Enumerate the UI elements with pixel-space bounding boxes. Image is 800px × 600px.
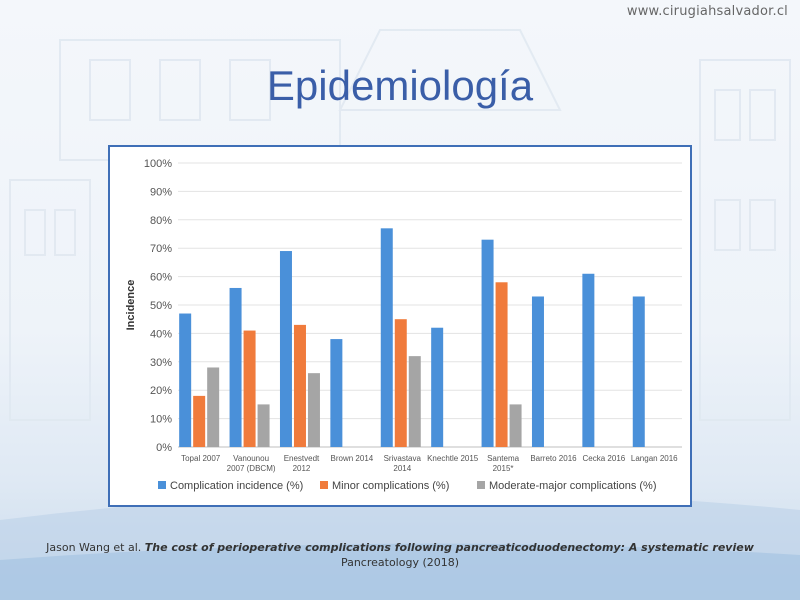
bar-complication-incidence <box>582 273 595 447</box>
legend-label: Complication incidence (%) <box>170 480 303 492</box>
bar-minor-complications <box>495 282 508 447</box>
bar-minor-complications <box>193 395 206 447</box>
y-tick-label: 80% <box>150 215 172 227</box>
legend-swatch <box>320 481 328 489</box>
bar-moderate-major-complications <box>408 356 421 447</box>
citation-article-title: The cost of perioperative complications … <box>144 541 754 554</box>
bar-minor-complications <box>293 324 306 447</box>
bar-moderate-major-complications <box>207 367 220 447</box>
x-tick-label: Knechtle 2015 <box>427 454 479 463</box>
bar-complication-incidence <box>431 327 444 447</box>
bar-moderate-major-complications <box>257 404 270 447</box>
x-tick-label: Santema <box>487 454 520 463</box>
chart-frame: 0% 10% 20% 30% 40% 50% 60% 70% 80% 90% 100% Inciden… <box>108 145 692 507</box>
x-tick-label: Brown 2014 <box>331 454 374 463</box>
y-tick-label: 100% <box>144 158 172 170</box>
y-tick-label: 20% <box>150 385 172 397</box>
y-tick-label: 70% <box>150 243 172 255</box>
y-tick-label: 60% <box>150 272 172 284</box>
x-tick-label: Cecka 2016 <box>583 454 626 463</box>
bar-minor-complications <box>243 330 256 447</box>
y-tick-label: 30% <box>150 357 172 369</box>
y-tick-label: 90% <box>150 186 172 198</box>
bar-complication-incidence <box>330 339 343 447</box>
legend-label: Moderate-major complications (%) <box>489 480 657 492</box>
x-tick-label: Vanounou <box>233 454 269 463</box>
bar-moderate-major-complications <box>307 373 320 447</box>
x-tick-label: Topal 2007 <box>181 454 221 463</box>
bar-complication-incidence <box>179 313 192 447</box>
bar-complication-incidence <box>229 287 242 447</box>
y-tick-label: 50% <box>150 300 172 312</box>
legend-label: Minor complications (%) <box>332 480 449 492</box>
legend-swatch <box>477 481 485 489</box>
citation: Jason Wang et al. The cost of perioperat… <box>0 541 800 554</box>
y-tick-label: 40% <box>150 328 172 340</box>
x-tick-label: Barreto 2016 <box>530 454 577 463</box>
x-tick-label: 2015* <box>493 464 514 473</box>
bar-complication-incidence <box>380 228 393 447</box>
slide-title: Epidemiología <box>266 62 534 109</box>
citation-authors: Jason Wang et al. <box>46 541 145 554</box>
x-tick-label: 2014 <box>393 464 411 473</box>
bar-complication-incidence <box>279 251 292 447</box>
bar-chart: 0% 10% 20% 30% 40% 50% 60% 70% 80% 90% 100% Inciden… <box>125 158 682 492</box>
y-tick-label: 10% <box>150 414 172 426</box>
y-axis-label: Incidence <box>125 280 137 331</box>
x-tick-label: Srivastava <box>384 454 422 463</box>
site-url: www.cirugiahsalvador.cl <box>626 4 788 19</box>
citation-journal: Pancreatology (2018) <box>340 556 460 569</box>
bar-minor-complications <box>394 319 407 447</box>
x-tick-label: Enestvedt <box>284 454 320 463</box>
x-tick-label: 2007 (DBCM) <box>227 464 276 473</box>
bar-complication-incidence <box>531 296 544 447</box>
bar-complication-incidence <box>632 296 645 447</box>
legend-swatch <box>158 481 166 489</box>
x-tick-label: 2012 <box>293 464 311 473</box>
y-tick-label: 0% <box>156 442 172 454</box>
x-tick-label: Langan 2016 <box>631 454 678 463</box>
bar-complication-incidence <box>481 239 494 447</box>
bar-moderate-major-complications <box>509 404 522 447</box>
